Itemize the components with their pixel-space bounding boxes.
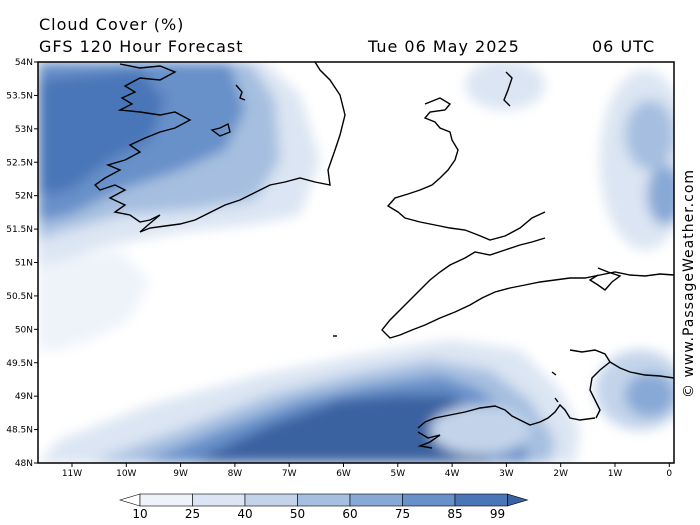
forecast-date: Tue 06 May 2025 xyxy=(368,37,520,56)
legend-swatch xyxy=(118,493,141,507)
lon-label: 7W xyxy=(282,469,297,479)
coastlines xyxy=(93,62,674,449)
lat-label: 54N xyxy=(15,58,33,68)
legend-swatch xyxy=(139,493,193,507)
forecast-time: 06 UTC xyxy=(592,37,656,56)
legend-label: 10 xyxy=(132,507,147,521)
lat-label: 50.5N xyxy=(6,292,33,302)
lat-label: 51N xyxy=(15,259,33,269)
legend-label: 25 xyxy=(185,507,200,521)
lat-label: 48N xyxy=(15,459,33,469)
lon-label: 3W xyxy=(499,469,514,479)
legend-swatch xyxy=(349,493,403,507)
lat-label: 49.5N xyxy=(6,359,33,369)
color-legend: 10 25 40 50 60 75 85 99 xyxy=(118,493,529,521)
legend-label: 50 xyxy=(290,507,305,521)
map-title: Cloud Cover (%) xyxy=(39,15,185,34)
legend-swatch xyxy=(244,493,298,507)
legend-label: 40 xyxy=(237,507,252,521)
legend-swatch xyxy=(402,493,456,507)
lon-label: 1W xyxy=(608,469,623,479)
legend-label: 75 xyxy=(395,507,410,521)
lon-label: 11W xyxy=(62,469,82,479)
lat-label: 51.5N xyxy=(6,225,33,235)
lat-label: 53.5N xyxy=(6,91,33,101)
cloud-field xyxy=(38,62,674,463)
lon-label: 0 xyxy=(666,469,672,479)
lon-label: 9W xyxy=(173,469,188,479)
model-label: GFS 120 Hour Forecast xyxy=(39,37,244,56)
lon-label: 5W xyxy=(390,469,405,479)
legend-swatch xyxy=(454,493,508,507)
lon-label: 2W xyxy=(553,469,568,479)
lat-label: 50N xyxy=(15,325,33,335)
lat-label: 49N xyxy=(15,392,33,402)
lon-label: 8W xyxy=(228,469,243,479)
legend-label: 99 xyxy=(490,507,505,521)
latitude-axis: 54N 53.5N 53N 52.5N 52N 51.5N 51N 50.5N 50N 49.5N… xyxy=(6,58,38,469)
lat-label: 52N xyxy=(15,192,33,202)
legend-label: 60 xyxy=(342,507,357,521)
legend-label: 85 xyxy=(447,507,462,521)
longitude-axis: 11W 10W 9W 8W 7W 6W 5W 4W 3W 2W 1W 0 xyxy=(62,463,672,479)
legend-swatch xyxy=(507,493,529,507)
legend-swatch xyxy=(297,493,351,507)
lat-label: 53N xyxy=(15,125,33,135)
legend-swatch xyxy=(192,493,246,507)
lon-label: 10W xyxy=(116,469,136,479)
lon-label: 6W xyxy=(336,469,351,479)
lon-label: 4W xyxy=(445,469,460,479)
credit-text: © www.PassageWeather.com xyxy=(681,168,697,398)
lat-label: 52.5N xyxy=(6,158,33,168)
lat-label: 48.5N xyxy=(6,426,33,436)
